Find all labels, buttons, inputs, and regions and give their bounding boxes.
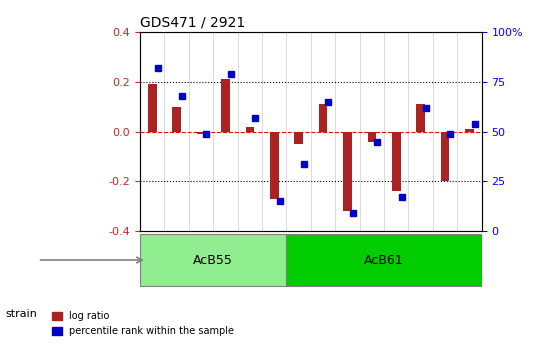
- Text: AcB61: AcB61: [364, 254, 404, 267]
- Text: strain: strain: [5, 309, 37, 319]
- Bar: [270, 131, 279, 199]
- Bar: [294, 131, 303, 144]
- Bar: [140, 234, 286, 286]
- Bar: [441, 131, 449, 181]
- Bar: [465, 129, 474, 131]
- Bar: [246, 127, 254, 131]
- Bar: [319, 104, 327, 131]
- Bar: [148, 84, 157, 131]
- Bar: [172, 107, 181, 131]
- Bar: [416, 104, 425, 131]
- Bar: [221, 79, 230, 131]
- Bar: [197, 131, 206, 134]
- Bar: [286, 234, 482, 286]
- Text: AcB55: AcB55: [193, 254, 233, 267]
- Bar: [367, 131, 376, 141]
- Text: GDS471 / 2921: GDS471 / 2921: [140, 15, 245, 29]
- Bar: [392, 131, 400, 191]
- Bar: [343, 131, 352, 211]
- Legend: log ratio, percentile rank within the sample: log ratio, percentile rank within the sa…: [48, 307, 238, 340]
